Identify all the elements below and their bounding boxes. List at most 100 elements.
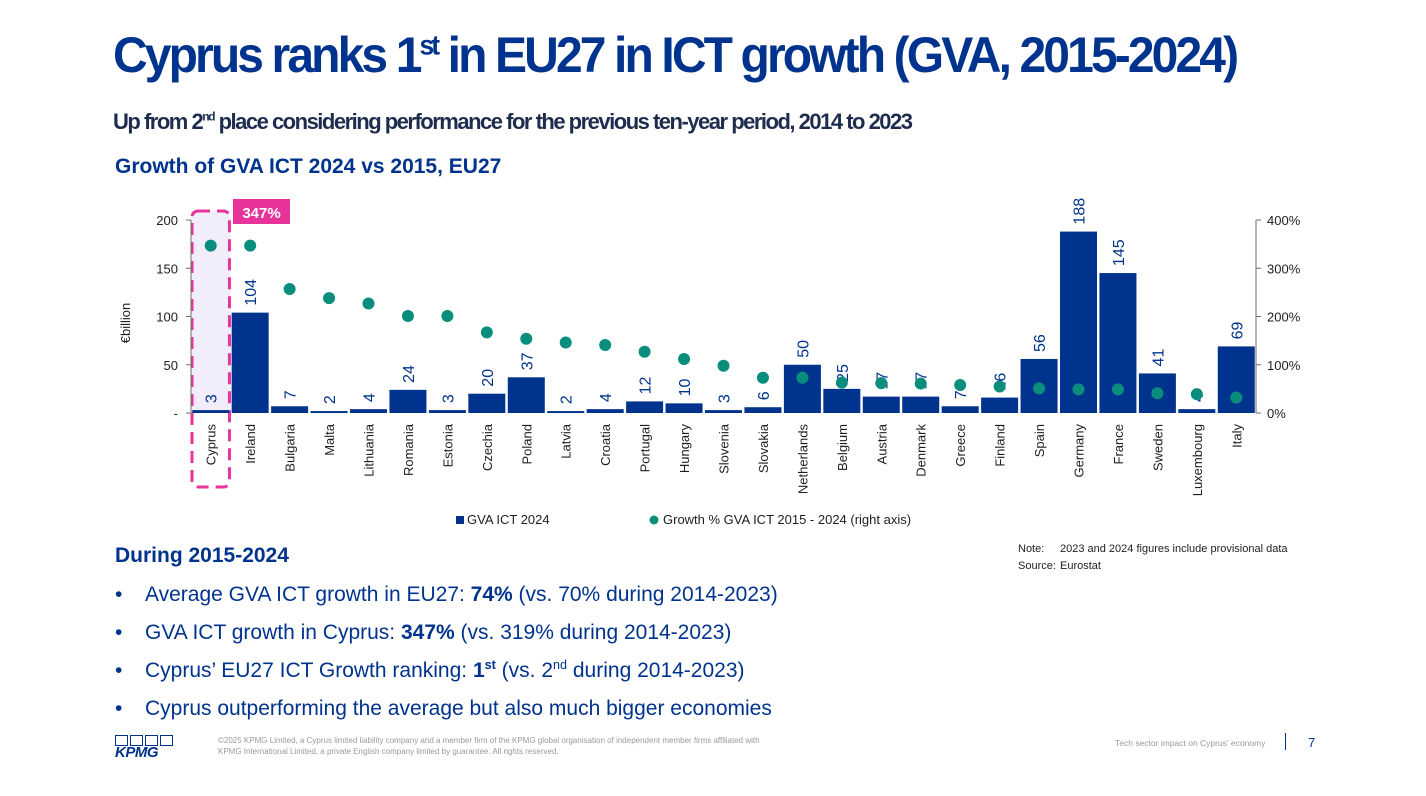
bar [665,403,703,413]
bar [1060,231,1097,413]
growth-point [1190,388,1203,401]
bar-value-label: 24 [401,365,418,383]
bar-value-label: 3 [440,394,457,403]
bar [626,401,664,413]
x-tick-label: Netherlands [795,424,810,495]
bar-value-label: 37 [519,352,536,370]
bar [310,411,348,413]
x-tick-label: Czechia [480,423,495,471]
slide-subtitle: Up from 2nd place considering performanc… [113,109,913,134]
bar-value-label: 3 [717,394,734,403]
x-tick-label: Lithuania [362,423,377,477]
growth-point [914,377,927,390]
growth-point [1072,383,1085,396]
bar [1178,409,1216,413]
growth-point [244,239,257,252]
growth-point [954,379,967,392]
highlight-label-bg [233,199,290,224]
y-tick-label: 150 [156,261,178,276]
x-tick-label: Portugal [638,424,653,473]
y2-tick-label: 200% [1267,310,1301,325]
bar [941,406,979,413]
chart-title: Growth of GVA ICT 2024 vs 2015, EU27 [115,155,502,178]
y-axis-label: €billion [118,303,133,343]
x-tick-label: Austria [874,423,889,464]
bar [744,407,782,413]
growth-point [283,282,296,295]
chart-note: Note: 2023 and 2024 figures include provi… [1018,543,1288,572]
growth-point [756,371,769,384]
bullet-list: • Average GVA ICT growth in EU27: 74% (vs… [115,578,778,730]
bar [428,410,466,413]
growth-point [559,336,572,349]
bar [507,377,545,413]
x-tick-label: Sweden [1150,424,1165,471]
growth-point [441,310,454,323]
bar-value-label: 145 [1111,239,1128,266]
legend-dot-label: Growth % GVA ICT 2015 - 2024 (right axis… [663,512,911,527]
bar [547,411,585,413]
growth-point [717,359,730,372]
growth-point [401,310,414,323]
bullet-item: • Cyprus’ EU27 ICT Growth ranking: 1st (v… [115,658,745,682]
growth-point [1230,391,1243,404]
gva-ict-chart: 347% - 50 100 150 200 0% 100% 200% 300% 400% €billi… [118,198,1301,527]
x-tick-label: Italy [1229,424,1244,448]
x-tick-label: Belgium [835,424,850,471]
legend-dot-swatch [649,515,659,525]
growth-point [1151,387,1164,400]
bar-value-label: 2 [559,395,576,404]
bar [192,410,230,413]
y-tick-label: 100 [156,310,178,325]
bar-value-label: 6 [756,391,773,400]
bar-value-label: 69 [1229,322,1246,340]
growth-point [480,326,493,339]
x-tick-label: Cyprus [204,424,219,466]
legend-bar-label: GVA ICT 2024 [467,512,550,527]
x-tick-label: Greece [953,424,968,467]
x-tick-label: Poland [519,424,534,464]
bar [468,393,506,413]
y-tick-label: 200 [156,213,178,228]
x-tick-label: Finland [993,424,1008,467]
x-tick-label: Romania [401,423,416,476]
bar [902,396,940,413]
bar [231,312,269,413]
bar [271,406,309,413]
bar-value-label: 7 [283,390,300,399]
x-tick-label: Germany [1072,424,1087,478]
kpmg-logo: KPMG [115,735,173,760]
bar [981,397,1019,413]
growth-point [599,338,612,351]
x-tick-label: Malta [322,423,337,456]
bar [705,410,742,413]
growth-point [1111,383,1124,396]
highlight-label: 347% [242,205,280,222]
bar-value-label: 50 [795,340,812,358]
bar-value-label: 10 [677,378,694,396]
x-tick-label: Denmark [914,424,929,477]
bar-value-label: 20 [480,369,497,387]
bar-value-label: 12 [638,377,655,395]
growth-point [362,297,375,310]
bar-value-label: 56 [1032,334,1049,352]
x-tick-label: Luxembourg [1190,424,1205,496]
x-tick-label: Estonia [440,423,455,467]
x-tick-label: Ireland [243,424,258,464]
bar-value-label: 41 [1150,349,1167,367]
legend-bar-swatch [456,516,464,524]
bullet-item: • GVA ICT growth in Cyprus: 347% (vs. 319… [115,621,732,644]
growth-point [1033,382,1046,395]
y2-tick-label: 300% [1267,261,1301,276]
x-tick-label: Croatia [598,423,613,466]
bullet-item: • Cyprus outperforming the average but al… [115,697,772,720]
bar-value-label: 188 [1072,198,1089,225]
copyright-text: ©2025 KPMG Limited, a Cyprus limited lia… [218,736,760,756]
x-tick-label: Latvia [559,423,574,458]
bar [389,389,427,413]
growth-point [875,377,888,390]
growth-point [678,352,691,365]
x-tick-label: Slovenia [717,423,732,474]
growth-point [835,376,848,389]
x-tick-label: Spain [1032,424,1047,457]
